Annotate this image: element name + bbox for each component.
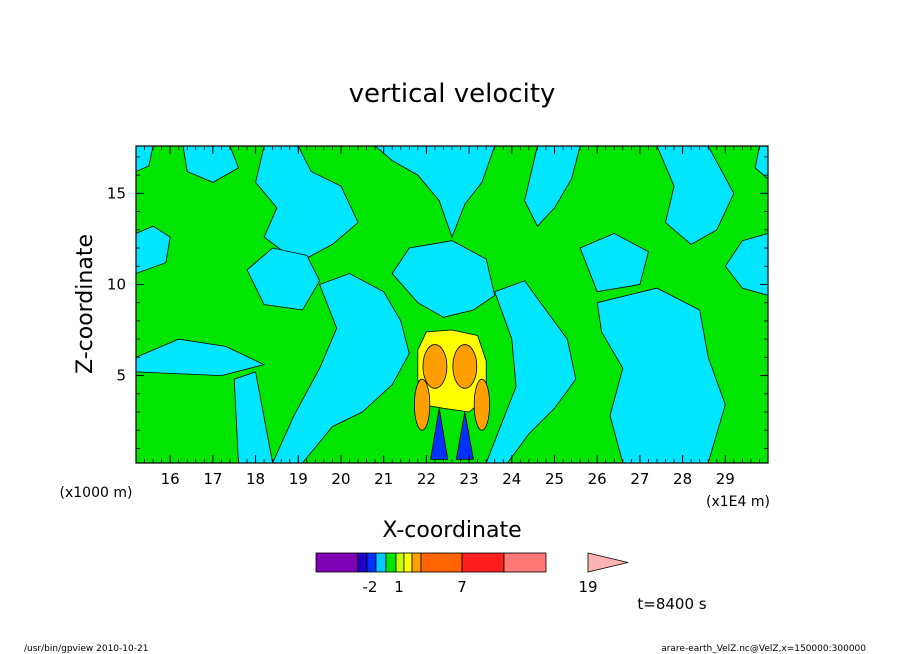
- colorbar-label: 7: [457, 578, 467, 596]
- x-tick-label: 18: [246, 470, 265, 488]
- x-unit-label: (x1E4 m): [706, 494, 770, 510]
- contour-region: [391, 240, 496, 318]
- colorbar-segment: [503, 552, 547, 573]
- x-tick-label: 19: [289, 470, 308, 488]
- colorbar-segment: [315, 552, 359, 573]
- contour-region: [524, 146, 581, 227]
- contour-region: [136, 225, 171, 274]
- x-tick-label: 20: [331, 470, 350, 488]
- downdraft-cell: [455, 411, 474, 460]
- x-tick-label: 27: [630, 470, 649, 488]
- contour-region: [485, 280, 577, 463]
- x-tick-label: 25: [545, 470, 564, 488]
- contour-region: [136, 146, 154, 172]
- colorbar-segment: [461, 552, 505, 573]
- colorbar-label: 19: [578, 578, 597, 596]
- colorbar-label: -2: [363, 578, 378, 596]
- footer-left: /usr/bin/gpview 2010-10-21: [24, 644, 148, 654]
- y-tick-label: 10: [107, 275, 126, 293]
- updraft-cell: [473, 378, 490, 431]
- colorbar-segment: [395, 552, 405, 573]
- colorbar-segment: [403, 552, 413, 573]
- updraft-cell: [422, 344, 448, 389]
- contour-region: [255, 146, 359, 264]
- colorbar-segment: [411, 552, 422, 573]
- time-label: t=8400 s: [637, 595, 706, 613]
- contour-region: [656, 146, 735, 245]
- colorbar-segment: [366, 552, 377, 573]
- colorbar-segment: [420, 552, 463, 573]
- x-tick-label: 28: [673, 470, 692, 488]
- x-tick-label: 23: [460, 470, 479, 488]
- colorbar-segment: [385, 552, 397, 573]
- colorbar-label: 1: [394, 578, 404, 596]
- downdraft-cell: [430, 408, 449, 460]
- x-tick-label: 21: [374, 470, 393, 488]
- x-tick-label: 24: [502, 470, 521, 488]
- contour-region: [724, 232, 768, 296]
- x-tick-label: 29: [716, 470, 735, 488]
- y-unit-label: (x1000 m): [60, 485, 133, 501]
- contour-region: [579, 232, 649, 293]
- y-tick-label: 15: [107, 184, 126, 202]
- contour-region: [272, 273, 410, 463]
- contour-region: [246, 247, 321, 311]
- colorbar-segment: [375, 552, 387, 573]
- x-tick-label: 17: [203, 470, 222, 488]
- x-axis-ticks: 16 17 18 19 20 21 22 23 24 25 26 27 28 29: [135, 146, 769, 488]
- y-tick-label: 5: [116, 367, 126, 385]
- x-axis-label: X-coordinate: [382, 518, 521, 543]
- contour-region: [754, 146, 768, 180]
- colorbar-segment: [357, 552, 368, 573]
- x-tick-label: 22: [417, 470, 436, 488]
- contour-region: [182, 146, 239, 183]
- colorbar-arrow: [587, 552, 629, 573]
- updraft-cell: [414, 378, 431, 431]
- x-tick-label: 16: [161, 470, 180, 488]
- contour-plot: [136, 146, 768, 463]
- footer-right: arare-earth_VelZ.nc@VelZ,x=150000:300000: [661, 644, 866, 654]
- colorbar: -2 1 7 19: [315, 552, 629, 596]
- x-tick-label: 26: [588, 470, 607, 488]
- chart-title: vertical velocity: [349, 79, 556, 109]
- updraft-cell: [452, 344, 478, 389]
- contour-region: [233, 371, 274, 463]
- contour-region: [596, 287, 726, 463]
- y-axis-ticks: 5 10 15: [107, 156, 768, 449]
- contour-region: [136, 338, 266, 377]
- y-axis-label: Z-coordinate: [73, 234, 98, 374]
- contour-region: [374, 146, 496, 239]
